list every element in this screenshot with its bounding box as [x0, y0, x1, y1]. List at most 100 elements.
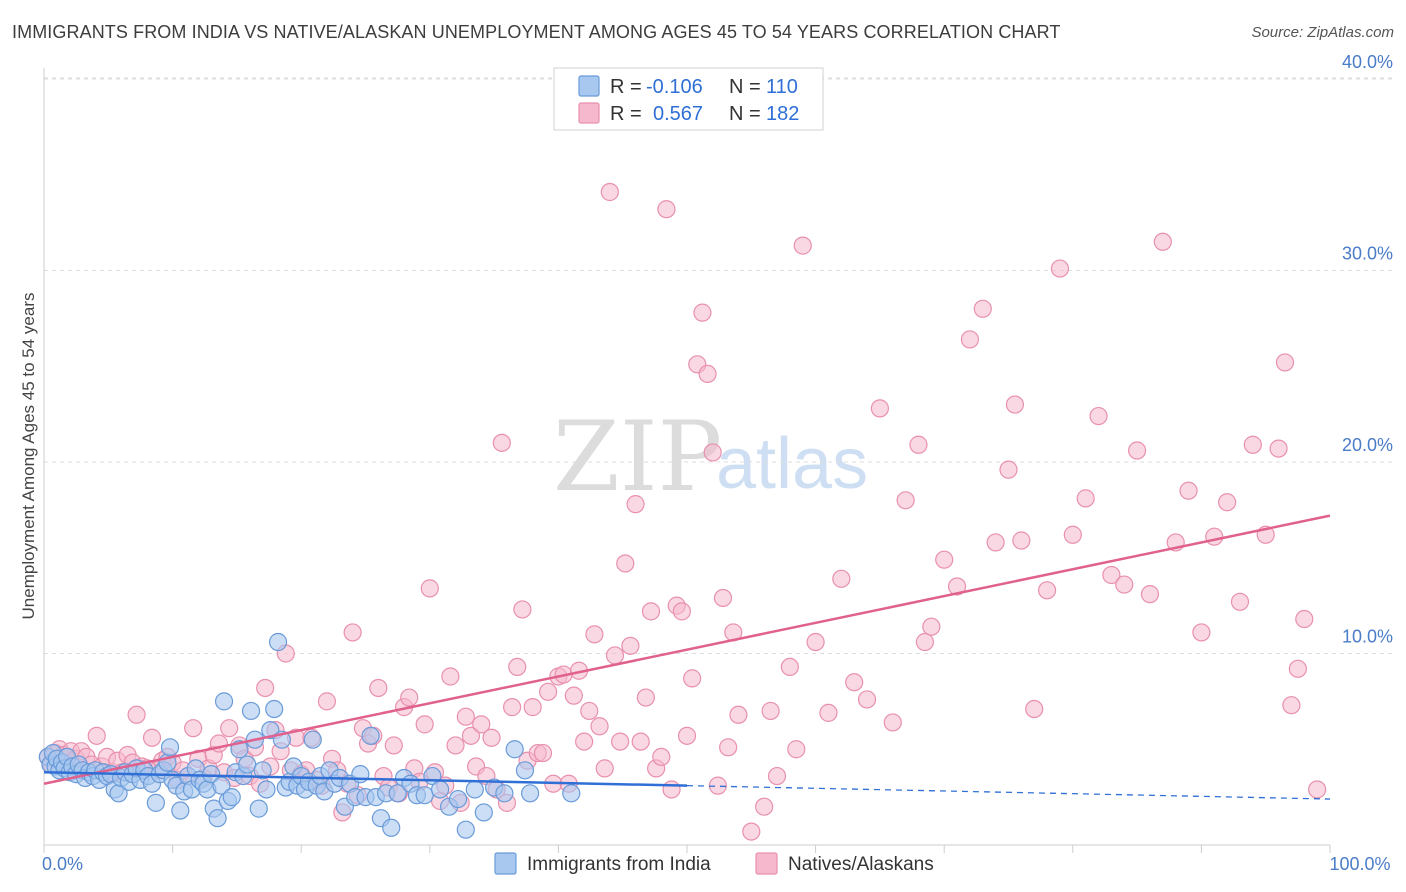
native-point [1063, 525, 1082, 544]
native-point [960, 330, 980, 349]
native-point [1089, 406, 1108, 426]
native-point [605, 646, 625, 665]
native-point [575, 732, 594, 751]
y-tick-label-10: 10.0% [1342, 627, 1393, 647]
india-point [448, 789, 468, 809]
trend-lines [43, 514, 1331, 800]
native-point [508, 657, 527, 677]
native-point [641, 602, 661, 621]
india-point [361, 726, 380, 745]
india-point [505, 740, 524, 759]
native-point [1243, 435, 1262, 454]
native-point [787, 740, 806, 759]
india-point [238, 755, 257, 774]
india-point [474, 803, 493, 822]
legend-r-label-india: R = [610, 76, 642, 98]
native-point [883, 713, 902, 732]
india-point [160, 738, 180, 757]
native-point [600, 182, 619, 202]
native-point [683, 669, 702, 688]
native-point [1050, 259, 1070, 278]
native-point [819, 703, 838, 722]
native-point [220, 719, 239, 738]
native-point [621, 636, 640, 655]
native-point [626, 495, 645, 514]
watermark-atlas: atlas [716, 424, 868, 504]
y-tick-label-40: 40.0% [1342, 52, 1393, 72]
india-point [382, 818, 401, 837]
native-point [580, 701, 599, 721]
india-point [214, 692, 234, 711]
legend-n-label-native: N = [729, 103, 761, 125]
india-point [562, 784, 581, 803]
india-point [208, 809, 227, 828]
native-point [595, 759, 614, 778]
y-tick-labels: 10.0% 20.0% 30.0% 40.0% [1342, 52, 1393, 647]
native-point [636, 688, 655, 707]
native-point [677, 726, 697, 745]
native-point [461, 726, 481, 745]
india-point [257, 780, 276, 799]
native-point [719, 738, 738, 757]
india-point [249, 799, 268, 818]
native-point [845, 673, 864, 692]
native-point [533, 743, 553, 763]
native-point [1127, 441, 1147, 460]
native-point [343, 623, 362, 642]
native-point [915, 632, 935, 652]
native-point [935, 550, 954, 569]
native-point [1012, 531, 1031, 550]
native-trend-line [43, 514, 1331, 785]
native-point [947, 577, 967, 596]
native-point [832, 569, 851, 588]
native-point [767, 766, 787, 786]
native-point [127, 705, 146, 724]
india-point [388, 784, 407, 803]
native-point [441, 667, 460, 686]
bottom-legend-swatch-native [755, 852, 778, 875]
native-point [446, 736, 465, 755]
legend-r-value-native: 0.567 [653, 103, 703, 125]
native-point [472, 715, 491, 734]
native-point [1205, 527, 1224, 546]
correlation-legend: R = -0.106 N = 110 R = 0.567 N = 182 [553, 67, 824, 131]
native-point [986, 533, 1005, 552]
native-point [1025, 699, 1044, 719]
bottom-legend-label-india: Immigrants from India [527, 854, 711, 875]
native-point [793, 236, 812, 255]
native-point [184, 719, 203, 738]
x-ticks: 0.0% 100.0% [42, 845, 1391, 874]
native-point [631, 732, 650, 751]
native-point [142, 728, 162, 747]
watermark: ZIP atlas [553, 401, 868, 513]
legend-r-value-india: -0.106 [646, 76, 703, 98]
native-point [703, 443, 722, 462]
native-point [420, 579, 439, 598]
native-point [492, 433, 511, 452]
series-legend: Immigrants from India Natives/Alaskans [494, 852, 934, 875]
india-point [171, 801, 190, 820]
immigrants-india-points [38, 632, 581, 839]
native-point [1275, 353, 1295, 372]
native-point [713, 588, 733, 608]
native-point [662, 780, 681, 799]
native-point [698, 364, 717, 384]
india-point [268, 632, 288, 652]
india-point [521, 784, 540, 803]
india-point [222, 788, 241, 807]
native-point [482, 728, 501, 747]
india-trend-line-extension [686, 784, 1331, 800]
bottom-legend-swatch-india [494, 852, 517, 875]
grid [44, 77, 1392, 654]
india-point [265, 699, 284, 719]
native-point [742, 822, 761, 841]
native-point [415, 715, 434, 734]
native-point [806, 632, 825, 652]
native-point [1269, 439, 1288, 458]
native-point [611, 732, 630, 751]
chart-title: IMMIGRANTS FROM INDIA VS NATIVE/ALASKAN … [12, 22, 1061, 42]
y-tick-label-20: 20.0% [1342, 435, 1393, 455]
native-point [616, 554, 635, 573]
native-point [384, 736, 403, 755]
